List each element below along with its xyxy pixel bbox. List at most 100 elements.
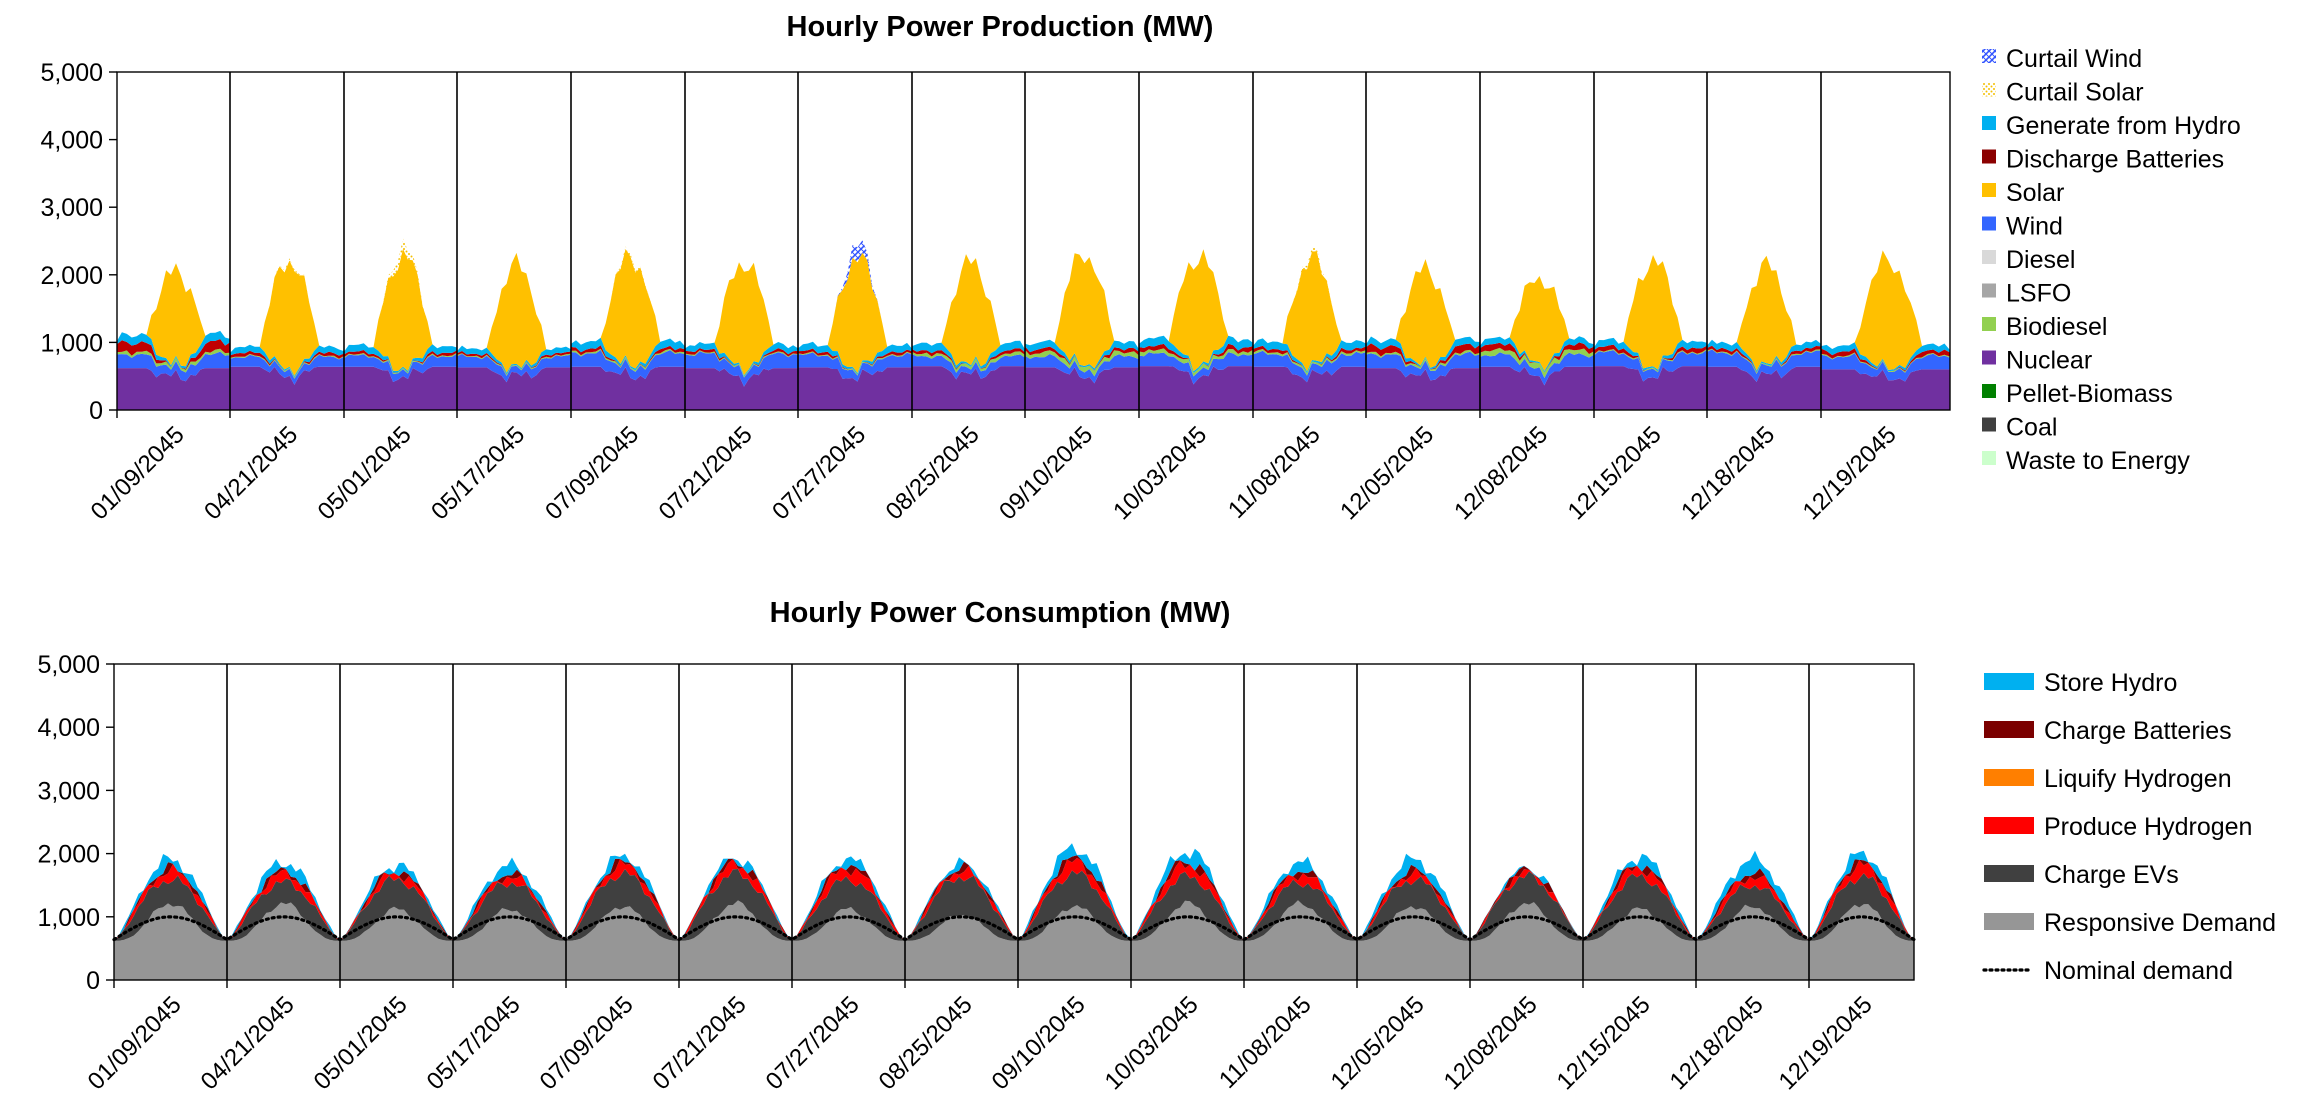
legend-label-solar: Solar: [2006, 179, 2064, 207]
consumption-area-responsive-demand: [1018, 905, 1131, 980]
production-area-discharge-batteries: [230, 350, 344, 378]
consumption-x-tick-label: 12/18/2045: [1665, 991, 1769, 1095]
production-area-biodiesel: [117, 348, 230, 373]
legend-swatch-curtail-solar: [1982, 82, 1996, 97]
consumption-area-produce-hydrogen: [114, 864, 227, 941]
legend-swatch-produce-hydrogen: [1984, 817, 2034, 834]
production-area-nuclear: [1025, 367, 1139, 410]
production-area-discharge-batteries: [571, 345, 685, 371]
production-x-tick-label: 07/09/2045: [540, 421, 644, 525]
production-area-generate-from-hydro: [798, 341, 912, 375]
production-area-discharge-batteries: [912, 348, 1025, 370]
production-area-discharge-batteries: [1025, 346, 1139, 371]
production-area-solar: [344, 248, 457, 371]
production-area-generate-from-hydro: [1139, 335, 1253, 373]
legend-label-nuclear: Nuclear: [2006, 347, 2092, 375]
consumption-x-tick-label: 07/21/2045: [648, 991, 752, 1095]
legend-label-coal: Coal: [2006, 414, 2057, 442]
production-area-generate-from-hydro: [912, 340, 1025, 369]
production-x-tick-label: 05/17/2045: [426, 421, 530, 525]
consumption-x-tick-label: 04/21/2045: [196, 991, 300, 1095]
production-x-tick-label: 04/21/2045: [199, 421, 303, 525]
legend-label-curtail-solar: Curtail Solar: [2006, 79, 2144, 107]
production-area-solar: [798, 252, 912, 373]
legend-swatch-generate-from-hydro: [1982, 116, 1996, 130]
production-area-discharge-batteries: [1253, 345, 1366, 374]
production-area-wind: [457, 353, 571, 383]
legend-label-lsfo: LSFO: [2006, 280, 2071, 308]
consumption-x-tick-label: 07/27/2045: [761, 991, 865, 1095]
production-area-wind: [798, 352, 912, 382]
production-area-generate-from-hydro: [1707, 339, 1821, 373]
consumption-area-produce-hydrogen: [1018, 858, 1131, 941]
production-area-wind: [1366, 351, 1480, 381]
production-area-solar: [457, 252, 571, 373]
production-y-axis: 5,000 4,000 3,000 2,000 1,000 0: [40, 59, 117, 425]
legend-label-liquify-hydrogen: Liquify Hydrogen: [2044, 765, 2232, 793]
production-y-tick-label: 0: [89, 397, 103, 425]
consumption-area-responsive-demand: [566, 906, 679, 980]
production-area-biodiesel: [344, 352, 457, 374]
legend-swatch-biodiesel: [1982, 317, 1996, 331]
consumption-area-charge-batteries: [566, 858, 679, 941]
production-area-solar: [1821, 250, 1950, 370]
production-area-biodiesel: [1366, 349, 1480, 371]
legend-swatch-coal: [1982, 417, 1996, 432]
production-area-solar: [571, 248, 685, 369]
production-area-biodiesel: [1025, 349, 1139, 377]
production-area-discharge-batteries: [685, 348, 798, 377]
production-area-generate-from-hydro: [117, 330, 230, 369]
consumption-x-axis: 01/09/2045 04/21/2045 05/01/2045 05/17/2045…: [83, 980, 1878, 1095]
production-area-generate-from-hydro: [230, 344, 344, 378]
legend-label-responsive-demand: Responsive Demand: [2044, 909, 2276, 937]
production-area-wind: [1594, 349, 1707, 382]
legend-swatch-solar: [1982, 183, 1996, 197]
consumption-x-tick-label: 05/17/2045: [422, 991, 526, 1095]
production-area-wind: [1821, 353, 1950, 382]
production-area-wind: [1253, 350, 1366, 383]
consumption-x-tick-label: 12/15/2045: [1552, 991, 1656, 1095]
production-area-wind: [1139, 352, 1253, 385]
consumption-y-tick-label: 3,000: [37, 777, 100, 805]
production-area-nuclear: [117, 368, 230, 410]
consumption-legend: Store Hydro Charge Batteries Liquify Hydro…: [1982, 669, 2276, 985]
consumption-x-tick-label: 05/01/2045: [309, 991, 413, 1095]
consumption-area-charge-evs: [1696, 884, 1809, 941]
production-area-discharge-batteries: [117, 339, 230, 370]
consumption-area-responsive-demand: [1696, 904, 1809, 980]
production-x-tick-label: 07/27/2045: [767, 421, 871, 525]
consumption-frame: [113, 663, 1915, 981]
production-area-discharge-batteries: [1707, 345, 1821, 373]
production-area-generate-from-hydro: [1366, 336, 1480, 370]
consumption-area-charge-batteries: [1809, 859, 1914, 941]
legend-swatch-charge-evs: [1984, 865, 2034, 882]
production-area-nuclear: [798, 367, 912, 410]
production-x-tick-label: 12/15/2045: [1563, 421, 1667, 525]
production-area-solar: [912, 254, 1025, 367]
production-area-biodiesel: [1139, 348, 1253, 377]
production-x-tick-label: 12/19/2045: [1798, 421, 1902, 525]
production-area-wind: [230, 354, 344, 385]
production-area-nuclear: [912, 366, 1025, 410]
production-area-biodiesel: [1253, 349, 1366, 376]
consumption-area-responsive-demand: [792, 907, 905, 980]
production-area-generate-from-hydro: [571, 337, 685, 371]
production-area-solar: [230, 260, 344, 376]
production-area-solar: [1707, 255, 1821, 371]
production-frame: [116, 71, 1951, 411]
production-area-biodiesel: [230, 353, 344, 379]
production-area-generate-from-hydro: [1253, 338, 1366, 374]
production-area-generate-from-hydro: [1594, 337, 1707, 372]
production-area-solar: [685, 262, 798, 376]
consumption-x-tick-label: 09/10/2045: [987, 991, 1091, 1095]
production-area-nuclear: [1139, 366, 1253, 410]
consumption-area-responsive-demand: [1809, 904, 1914, 980]
production-chart-title: Hourly Power Production (MW): [787, 11, 1214, 43]
legend-label-discharge-batteries: Discharge Batteries: [2006, 146, 2224, 174]
production-area-nuclear: [685, 368, 798, 410]
production-x-tick-label: 12/05/2045: [1335, 421, 1439, 525]
production-area-wind: [344, 353, 457, 382]
production-area-generate-from-hydro: [685, 342, 798, 377]
production-area-generate-from-hydro: [457, 345, 571, 375]
